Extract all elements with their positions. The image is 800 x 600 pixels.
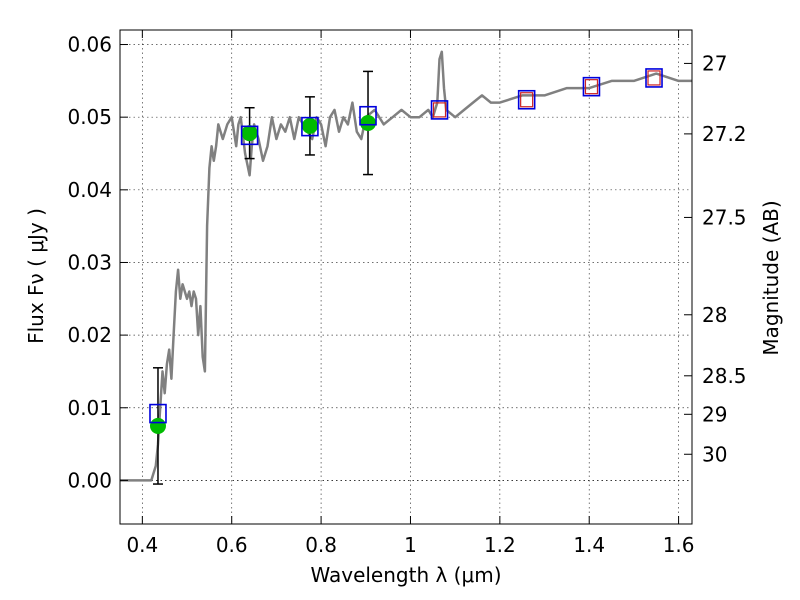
y-tick-label: 0.00	[67, 468, 112, 492]
model-flux-square	[517, 89, 536, 110]
errorbar-layer	[152, 70, 374, 485]
x-tick-label: 1.2	[484, 533, 516, 557]
y-axis-right-title: Magnitude (AB)	[759, 200, 783, 355]
model-flux-square	[359, 105, 377, 126]
model-flux-square	[582, 76, 601, 97]
model-flux-square	[430, 100, 449, 120]
model-flux-square	[149, 403, 167, 424]
photometry-layer	[149, 68, 663, 434]
y-tick-label: 0.01	[67, 396, 112, 420]
x-tick-label: 1.6	[663, 533, 695, 557]
model-flux-square	[301, 116, 319, 137]
x-tick-label: 1	[404, 533, 417, 557]
x-axis: 0.4 0.6 0.8 1 1.2 1.4 1.6	[126, 30, 695, 557]
observed-flux-point	[241, 125, 258, 142]
predicted-flux-square	[647, 70, 661, 86]
y-tick-label: 0.02	[67, 323, 112, 347]
y-tick-label: 0.04	[67, 178, 112, 202]
y-tick-label: 0.05	[67, 105, 112, 129]
predicted-flux-square	[432, 102, 447, 118]
plot-frame	[119, 29, 693, 525]
y2-tick-label: 30	[702, 442, 727, 466]
y-tick-label: 0.03	[67, 250, 112, 274]
y2-tick-label: 29	[702, 402, 727, 426]
x-axis-title: Wavelength λ (μm)	[310, 563, 501, 587]
y2-tick-label: 27.2	[702, 122, 747, 146]
y2-tick-label: 28.5	[702, 364, 747, 388]
y-axis-title: Flux Fν ( μJy )	[24, 208, 48, 344]
y2-tick-label: 28	[702, 303, 727, 327]
model-flux-square	[645, 68, 663, 88]
y-axis-left: 0.00 0.01 0.02 0.03 0.04 0.05 0.06	[67, 33, 128, 492]
observed-flux-point	[301, 117, 318, 134]
y-tick-label: 0.06	[67, 33, 112, 57]
y2-tick-label: 27.5	[702, 205, 747, 229]
predicted-flux-square	[584, 79, 599, 95]
predicted-flux-square	[520, 92, 534, 108]
observed-flux-point	[360, 114, 377, 131]
x-tick-label: 0.6	[216, 533, 248, 557]
x-tick-label: 0.4	[126, 533, 158, 557]
observed-flux-point	[149, 417, 166, 434]
y-axis-right: 27 27.2 27.5 28 28.5 29 30	[684, 51, 747, 466]
x-tick-label: 0.8	[305, 533, 337, 557]
spectrum-line	[120, 50, 692, 482]
x-tick-label: 1.4	[573, 533, 605, 557]
spectrum-layer	[120, 50, 692, 482]
y2-tick-label: 27	[702, 51, 727, 75]
model-flux-square	[240, 125, 259, 146]
